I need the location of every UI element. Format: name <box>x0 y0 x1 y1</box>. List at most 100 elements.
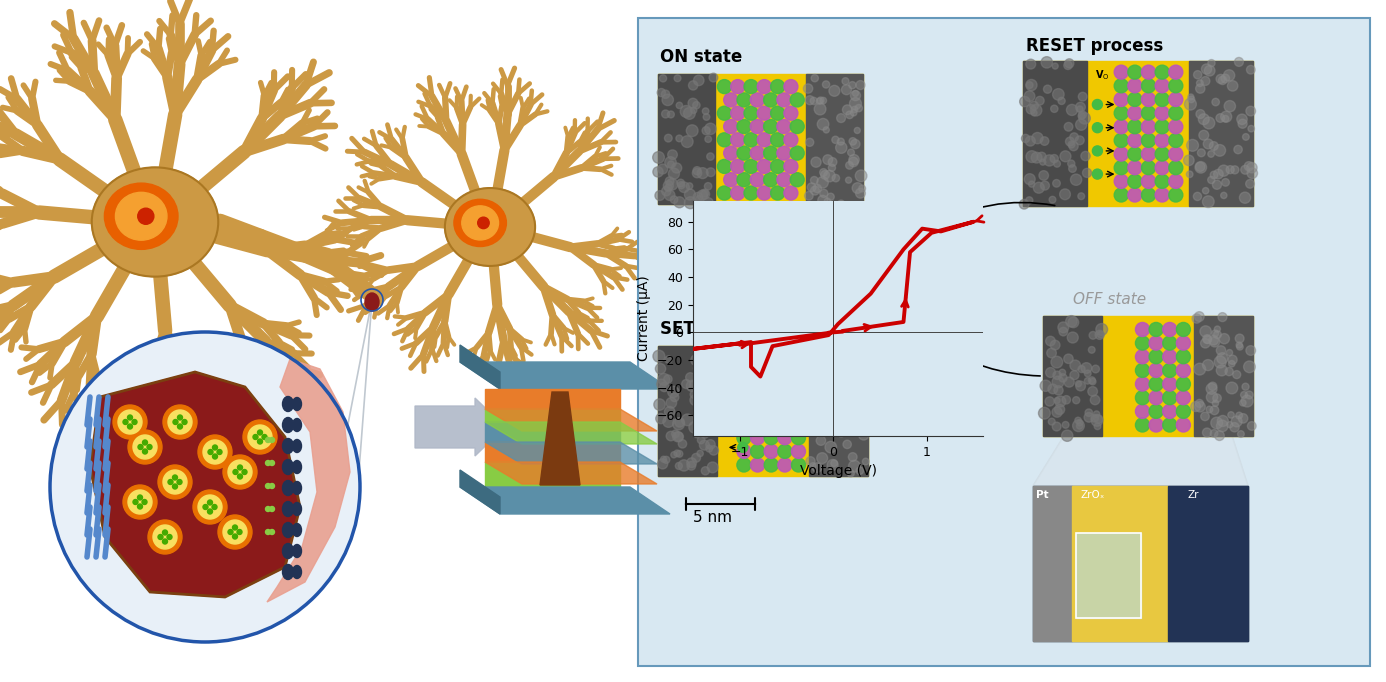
Circle shape <box>784 160 798 173</box>
Circle shape <box>1200 338 1210 348</box>
Circle shape <box>1067 160 1076 167</box>
Circle shape <box>665 184 672 192</box>
Circle shape <box>663 456 669 463</box>
Circle shape <box>1045 397 1055 406</box>
Circle shape <box>1070 360 1081 371</box>
Circle shape <box>1209 382 1217 391</box>
Circle shape <box>1128 147 1142 161</box>
Circle shape <box>1040 380 1052 391</box>
Circle shape <box>830 369 839 378</box>
Circle shape <box>1053 179 1060 187</box>
Circle shape <box>1203 428 1211 437</box>
Bar <box>809 346 868 476</box>
Circle shape <box>172 484 177 489</box>
Circle shape <box>1177 391 1191 404</box>
Circle shape <box>703 114 710 120</box>
Ellipse shape <box>104 183 177 250</box>
Circle shape <box>690 395 701 406</box>
Circle shape <box>1200 326 1211 337</box>
Circle shape <box>1196 80 1203 87</box>
Circle shape <box>133 435 157 459</box>
Circle shape <box>1114 79 1128 93</box>
Circle shape <box>1245 162 1253 171</box>
Circle shape <box>697 436 705 444</box>
Circle shape <box>1088 346 1095 353</box>
Circle shape <box>1128 188 1142 202</box>
Bar <box>1071 486 1168 641</box>
Circle shape <box>784 80 798 93</box>
Circle shape <box>855 364 862 371</box>
Circle shape <box>832 427 839 433</box>
Bar <box>658 346 717 476</box>
Ellipse shape <box>283 481 294 496</box>
Circle shape <box>1041 137 1049 145</box>
Circle shape <box>1214 169 1224 179</box>
Circle shape <box>1073 420 1084 432</box>
Circle shape <box>809 462 816 469</box>
Circle shape <box>1210 171 1218 179</box>
Circle shape <box>193 490 227 524</box>
Circle shape <box>164 405 197 439</box>
Circle shape <box>1163 364 1177 377</box>
Circle shape <box>1225 368 1234 376</box>
Circle shape <box>764 445 778 458</box>
Circle shape <box>1030 104 1042 116</box>
Circle shape <box>1028 181 1035 188</box>
Circle shape <box>861 428 869 436</box>
Circle shape <box>674 197 685 208</box>
Circle shape <box>1114 93 1128 106</box>
Circle shape <box>718 186 732 200</box>
Circle shape <box>1051 105 1058 113</box>
Circle shape <box>771 133 784 147</box>
Circle shape <box>1177 323 1191 336</box>
Circle shape <box>1052 89 1064 100</box>
Circle shape <box>1084 413 1094 422</box>
Circle shape <box>848 82 857 89</box>
Circle shape <box>1069 142 1078 151</box>
Circle shape <box>212 445 218 450</box>
Circle shape <box>1091 415 1098 422</box>
Circle shape <box>266 529 270 535</box>
Circle shape <box>807 183 816 192</box>
Circle shape <box>862 458 869 465</box>
Circle shape <box>696 196 703 203</box>
Circle shape <box>1026 59 1035 69</box>
Polygon shape <box>460 345 500 389</box>
Circle shape <box>1114 120 1128 134</box>
Text: SET process: SET process <box>660 320 773 338</box>
Circle shape <box>671 451 678 458</box>
Circle shape <box>1210 430 1218 437</box>
Circle shape <box>1155 93 1170 106</box>
Circle shape <box>1155 65 1170 79</box>
Circle shape <box>816 436 826 445</box>
Circle shape <box>1184 155 1195 166</box>
Circle shape <box>1227 382 1238 394</box>
Circle shape <box>128 415 133 420</box>
Circle shape <box>162 539 168 544</box>
Circle shape <box>1234 145 1242 153</box>
Circle shape <box>1035 96 1044 105</box>
Circle shape <box>1092 123 1102 133</box>
Circle shape <box>664 134 672 142</box>
Circle shape <box>778 431 791 445</box>
Circle shape <box>825 405 834 414</box>
Circle shape <box>704 123 717 134</box>
Circle shape <box>805 192 814 200</box>
Bar <box>1033 486 1071 641</box>
Circle shape <box>1052 422 1062 431</box>
Circle shape <box>694 345 707 357</box>
Circle shape <box>1040 170 1049 180</box>
Bar <box>805 74 863 204</box>
Ellipse shape <box>292 460 302 473</box>
Circle shape <box>672 430 679 438</box>
Circle shape <box>237 474 243 479</box>
Circle shape <box>223 455 256 489</box>
Circle shape <box>829 85 840 96</box>
Circle shape <box>1207 151 1214 158</box>
Circle shape <box>812 352 821 360</box>
Circle shape <box>658 164 668 174</box>
Circle shape <box>182 419 187 424</box>
Circle shape <box>1114 175 1128 188</box>
Circle shape <box>837 200 845 207</box>
Polygon shape <box>460 470 500 514</box>
